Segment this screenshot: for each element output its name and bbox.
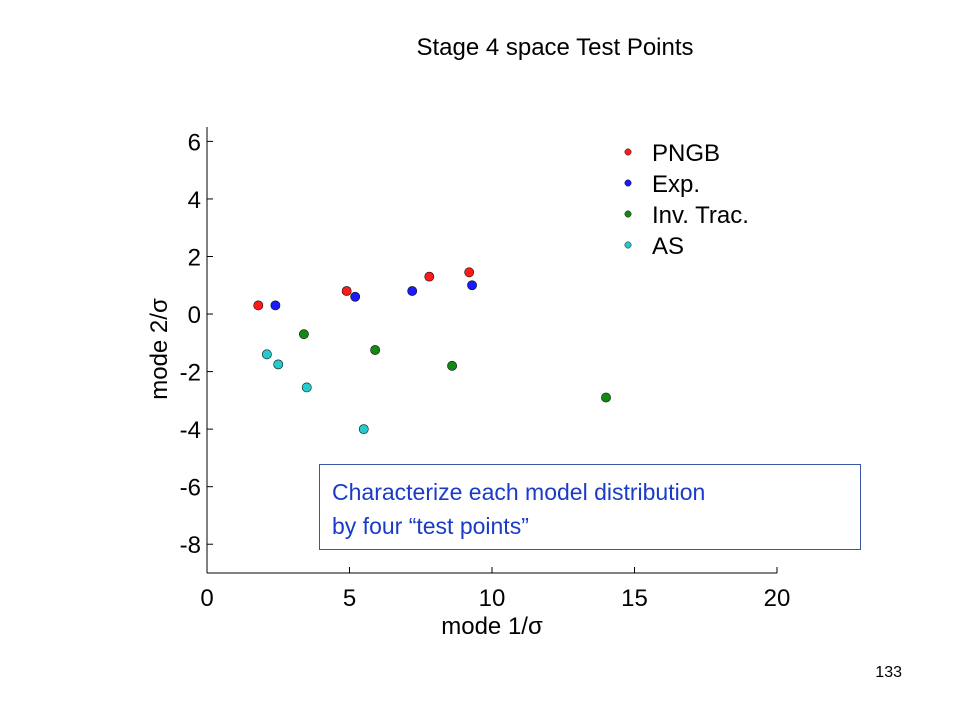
x-tick-label: 15 bbox=[621, 585, 648, 612]
data-point bbox=[358, 424, 369, 435]
y-tick-label: 6 bbox=[188, 129, 201, 156]
legend-marker bbox=[624, 148, 632, 156]
data-point bbox=[261, 349, 272, 360]
y-axis-label: mode 2/σ bbox=[146, 298, 173, 400]
data-point bbox=[350, 291, 361, 302]
data-point bbox=[341, 286, 352, 296]
slide-title: Stage 4 space Test Points bbox=[416, 34, 694, 61]
legend-label: PNGB bbox=[652, 140, 720, 167]
data-point bbox=[270, 300, 281, 311]
y-tick-label: -4 bbox=[180, 417, 201, 444]
y-tick-label: 0 bbox=[188, 302, 201, 329]
annotation-line-1: Characterize each model distribution bbox=[332, 479, 706, 505]
y-tick-label: 2 bbox=[188, 244, 201, 271]
x-tick-label: 5 bbox=[343, 585, 356, 612]
axes bbox=[206, 127, 778, 574]
data-point bbox=[298, 329, 309, 340]
legend-marker bbox=[624, 179, 632, 187]
page-number: 133 bbox=[875, 664, 902, 681]
data-point bbox=[370, 345, 381, 355]
legend-label: Inv. Trac. bbox=[652, 202, 749, 229]
data-point bbox=[447, 360, 457, 371]
x-tick-label: 0 bbox=[200, 585, 213, 612]
y-tick-label: 4 bbox=[188, 187, 201, 214]
data-point bbox=[253, 300, 264, 311]
data-point bbox=[424, 271, 435, 282]
data-point bbox=[407, 286, 418, 296]
annotation-line-2: by four “test points” bbox=[332, 513, 529, 539]
legend-label: Exp. bbox=[652, 171, 700, 198]
x-tick-label: 20 bbox=[764, 585, 791, 612]
data-points bbox=[253, 267, 611, 435]
legend: PNGB Exp. Inv. Trac. AS bbox=[624, 140, 749, 260]
y-tick-label: -2 bbox=[180, 360, 201, 387]
legend-marker bbox=[624, 210, 632, 218]
annotation-box: Characterize each model distribution by … bbox=[319, 464, 861, 550]
y-tick-label: -6 bbox=[180, 475, 201, 502]
legend-label: AS bbox=[652, 233, 684, 260]
y-tick-label: -8 bbox=[180, 532, 201, 559]
data-point bbox=[464, 267, 475, 278]
data-point bbox=[301, 382, 312, 393]
data-point bbox=[467, 280, 477, 291]
legend-marker bbox=[624, 241, 632, 249]
data-point bbox=[273, 359, 284, 370]
x-tick-label: 10 bbox=[479, 585, 506, 612]
x-axis-label: mode 1/σ bbox=[441, 613, 543, 640]
data-point bbox=[601, 392, 611, 403]
